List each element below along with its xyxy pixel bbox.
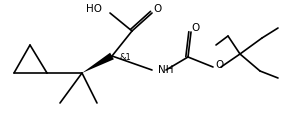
Text: O: O — [192, 23, 200, 33]
Text: NH: NH — [158, 65, 173, 75]
Polygon shape — [82, 53, 114, 73]
Text: O: O — [154, 4, 162, 14]
Text: O: O — [215, 60, 223, 70]
Text: &1: &1 — [120, 53, 132, 62]
Text: HO: HO — [86, 4, 102, 14]
